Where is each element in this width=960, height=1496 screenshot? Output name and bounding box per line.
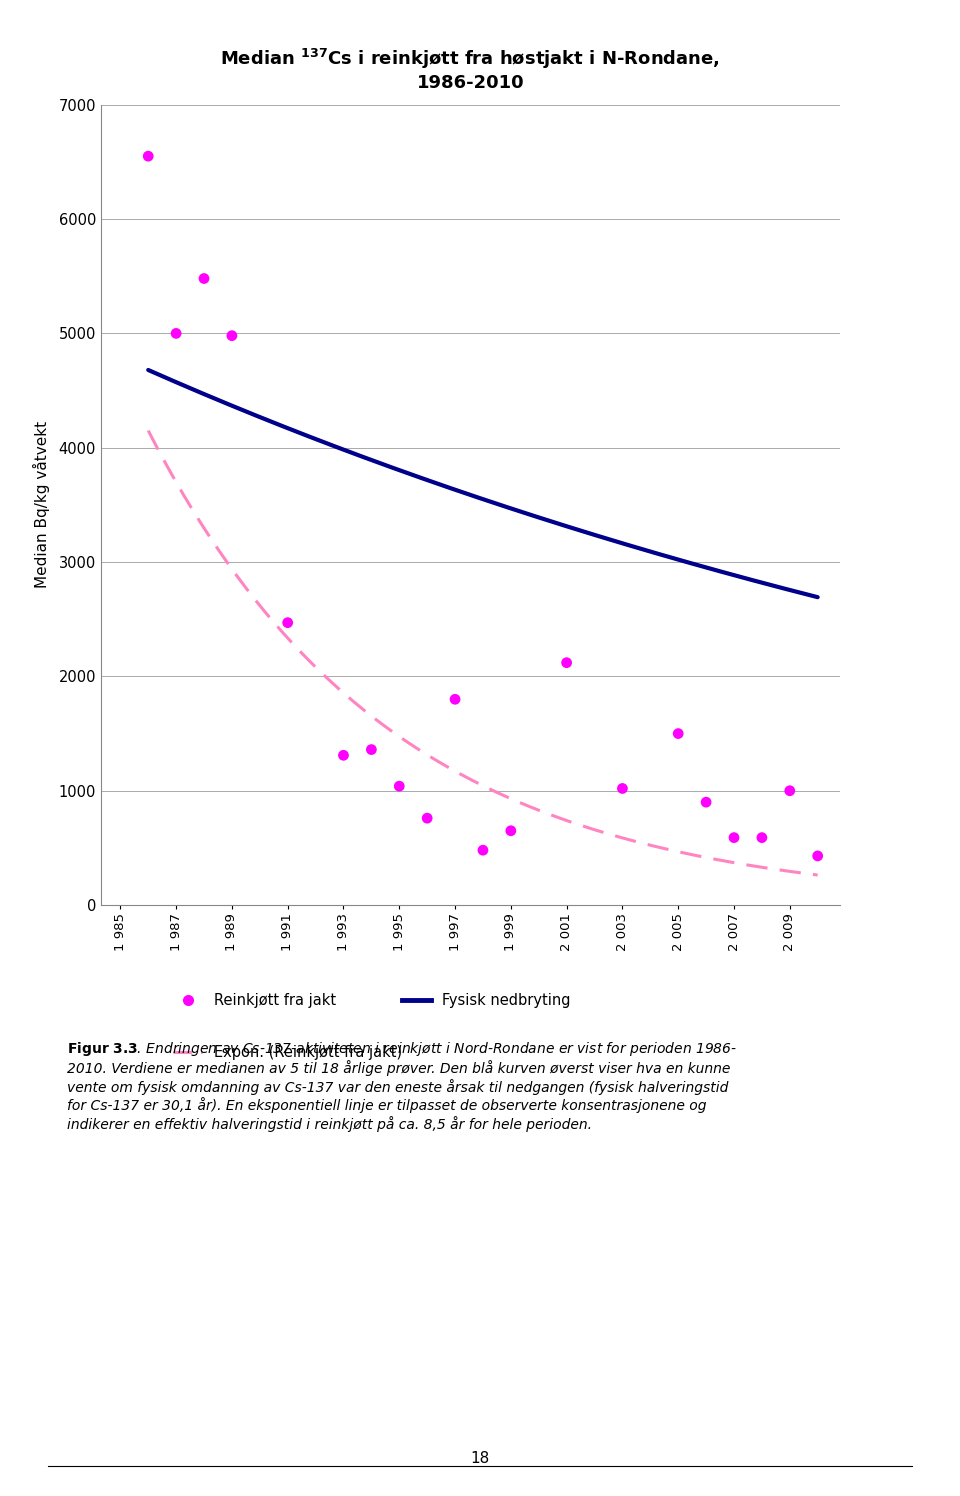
Point [225,323,240,347]
Point [280,610,296,634]
Point [782,779,798,803]
Point [699,790,714,814]
Legend: Expon. (Reinkjøtt fra jakt): Expon. (Reinkjøtt fra jakt) [167,1040,408,1065]
Point [420,806,435,830]
Text: 18: 18 [470,1451,490,1466]
Point [392,775,407,799]
Point [197,266,212,290]
Point [559,651,574,675]
Point [670,721,685,745]
Title: Median $\mathregular{^{137}}$Cs i reinkjøtt fra høstjakt i N-Rondane,
1986-2010: Median $\mathregular{^{137}}$Cs i reinkj… [221,48,720,93]
Point [336,744,351,767]
Point [755,826,770,850]
Point [475,838,491,862]
Point [614,776,630,800]
Point [727,826,742,850]
Text: $\bf{Figur\ 3.3}$. Endringen av Cs-137-aktiviteten i reinkjøtt i Nord-Rondane er: $\bf{Figur\ 3.3}$. Endringen av Cs-137-a… [67,1040,737,1132]
Point [447,687,463,711]
Point [140,144,156,168]
Point [810,844,826,868]
Y-axis label: Median Bq/kg våtvekt: Median Bq/kg våtvekt [33,422,50,588]
Point [503,818,518,842]
Point [168,322,183,346]
Point [364,738,379,761]
